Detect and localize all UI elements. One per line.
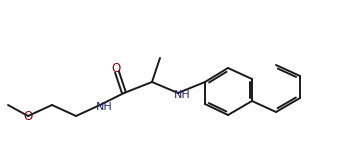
Text: NH: NH <box>174 90 190 100</box>
Text: O: O <box>23 109 32 123</box>
Text: O: O <box>112 62 121 76</box>
Text: NH: NH <box>96 102 112 112</box>
